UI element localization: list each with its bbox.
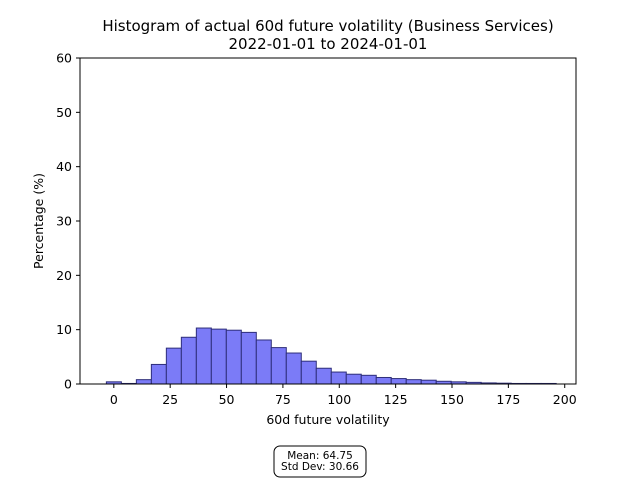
x-tick-label: 150: [440, 392, 464, 407]
chart-title-line1: Histogram of actual 60d future volatilit…: [102, 17, 553, 35]
histogram-bar: [285, 352, 302, 385]
x-tick-label: 125: [384, 392, 408, 407]
histogram-bar: [345, 373, 362, 385]
histogram-bar: [375, 376, 392, 385]
x-tick-label: 200: [553, 392, 577, 407]
histogram-bar: [300, 360, 317, 385]
histogram-bar: [315, 367, 332, 385]
y-axis-label: Percentage (%): [31, 173, 46, 269]
x-axis-label: 60d future volatility: [266, 412, 390, 427]
y-tick-label: 60: [56, 51, 72, 66]
stats-box: Mean: 64.75 Std Dev: 30.66: [273, 445, 367, 478]
histogram-bar: [330, 371, 347, 385]
y-tick-label: 50: [56, 105, 72, 120]
histogram-bar: [240, 331, 257, 385]
y-axis-ticks: 0 10 20 30 40 50 60: [56, 51, 80, 392]
stats-box-frame: [273, 445, 367, 478]
histogram-bar: [180, 336, 197, 385]
histogram-bar: [390, 378, 407, 385]
y-tick-label: 0: [64, 377, 72, 392]
histogram-bar: [210, 328, 227, 385]
histogram-bar: [360, 374, 377, 385]
histogram-bar: [255, 339, 272, 385]
stats-std-dev: Std Dev: 30.66: [281, 461, 359, 473]
x-tick-label: 0: [110, 392, 118, 407]
histogram-bar: [135, 379, 152, 385]
histogram-bar: [405, 379, 422, 385]
histogram-bar: [195, 327, 212, 385]
stats-mean: Mean: 64.75: [287, 450, 353, 462]
histogram-bars: [105, 327, 557, 385]
histogram-bar: [270, 347, 287, 385]
x-tick-label: 25: [162, 392, 178, 407]
y-tick-label: 20: [56, 268, 72, 283]
histogram-bar: [150, 363, 167, 385]
x-axis-ticks: 0 25 50 75 100 125 150 175 200: [110, 384, 577, 407]
chart-title-line2: 2022-01-01 to 2024-01-01: [229, 35, 428, 53]
y-tick-label: 10: [56, 322, 72, 337]
x-tick-label: 75: [275, 392, 291, 407]
histogram-bar: [225, 329, 242, 385]
plot-frame: [79, 57, 577, 385]
histogram-bar: [165, 347, 182, 385]
histogram-bar: [420, 379, 437, 385]
y-tick-label: 40: [56, 159, 72, 174]
x-tick-label: 100: [327, 392, 351, 407]
x-tick-label: 175: [496, 392, 520, 407]
x-tick-label: 50: [219, 392, 235, 407]
y-tick-label: 30: [56, 214, 72, 229]
